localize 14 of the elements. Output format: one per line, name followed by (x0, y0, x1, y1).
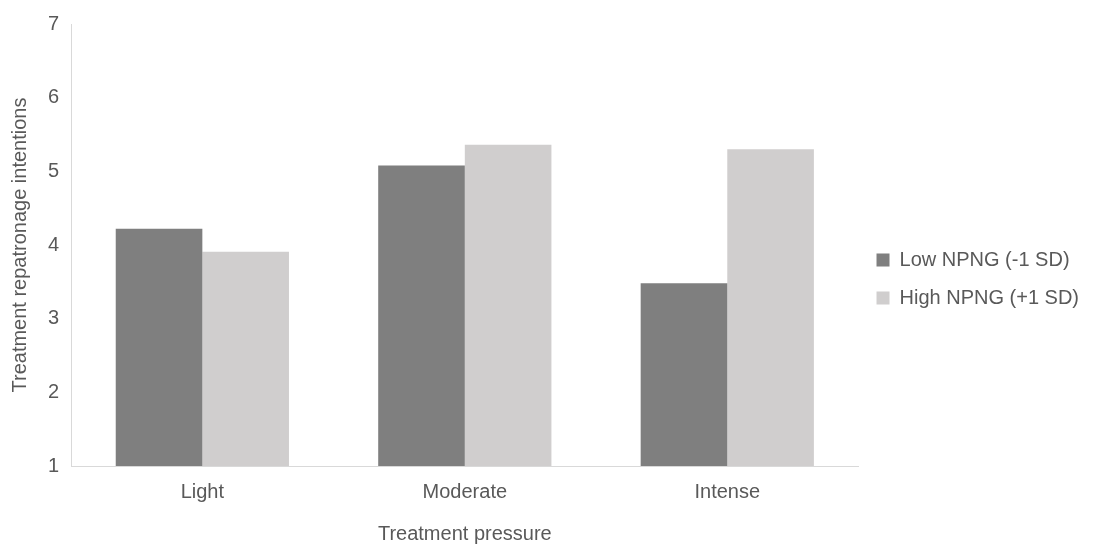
y-tick-label: 7 (48, 11, 60, 34)
y-tick-label: 6 (48, 85, 60, 108)
y-tick-label: 5 (48, 158, 60, 181)
legend-label: Low NPNG (-1 SD) (899, 247, 1070, 270)
y-tick-label: 1 (48, 453, 60, 476)
x-tick-label: Intense (694, 479, 761, 502)
legend-label: High NPNG (+1 SD) (899, 285, 1080, 308)
y-tick-label: 3 (48, 306, 60, 329)
x-axis-title: Treatment pressure (377, 521, 552, 544)
x-tick-label: Light (180, 479, 225, 502)
x-tick-label: Moderate (422, 479, 508, 502)
y-tick-label: 4 (48, 232, 60, 255)
y-tick-label: 2 (48, 379, 60, 402)
y-axis-title: Treatment repatronage intentions (7, 97, 30, 393)
